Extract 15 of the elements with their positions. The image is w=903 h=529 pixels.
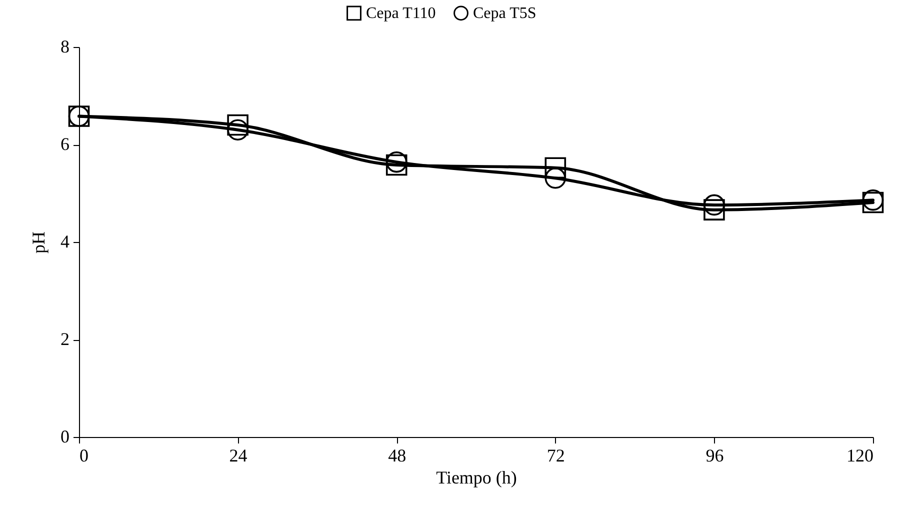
legend-label: Cepa T110 bbox=[366, 5, 436, 22]
legend-label: Cepa T5S bbox=[473, 5, 536, 22]
x-tick-label: 120 bbox=[846, 446, 874, 466]
y-tick-label: 8 bbox=[60, 36, 70, 56]
y-tick-label: 2 bbox=[60, 329, 70, 349]
x-axis-title: Tiempo (h) bbox=[436, 468, 517, 488]
x-tick-label: 96 bbox=[706, 446, 724, 466]
y-tick-label: 4 bbox=[60, 232, 70, 252]
x-tick-label: 0 bbox=[80, 446, 88, 466]
x-tick-label: 24 bbox=[229, 446, 248, 466]
y-axis-title: pH bbox=[28, 232, 48, 254]
y-tick-label: 0 bbox=[60, 426, 70, 446]
x-tick-label: 48 bbox=[388, 446, 406, 466]
x-tick-label: 72 bbox=[546, 446, 565, 466]
y-tick-label: 6 bbox=[60, 134, 70, 154]
